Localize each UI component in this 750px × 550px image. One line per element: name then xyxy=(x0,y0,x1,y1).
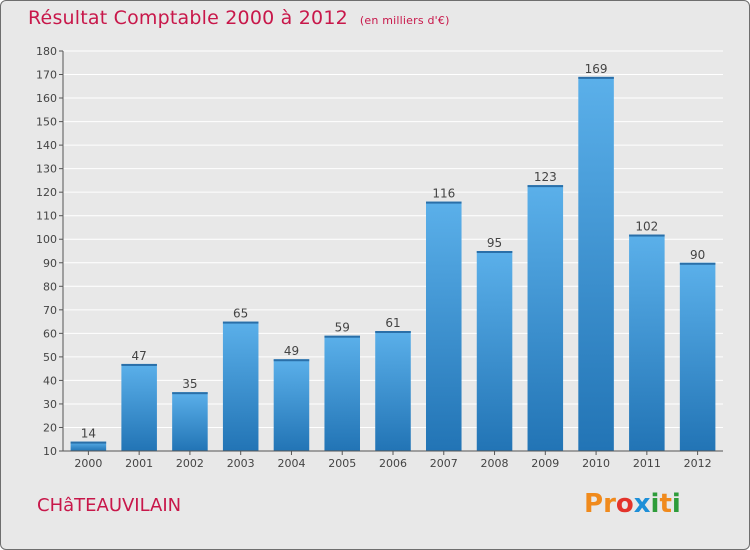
bar-top-edge xyxy=(578,76,614,79)
logo-letter: t xyxy=(659,489,672,519)
bar-2009 xyxy=(527,185,564,451)
y-axis: 10 20 30 40 50 60 70 80 90 100 110 120 130 140 150 160 1… xyxy=(36,45,64,458)
data-label-2008: 95 xyxy=(487,236,502,250)
y-tick-label: 160 xyxy=(36,92,57,105)
bar-top-edge xyxy=(222,321,259,324)
x-tick-label-2008: 2008 xyxy=(481,457,509,470)
chart-title: Résultat Comptable 2000 à 2012 (en millie… xyxy=(28,7,450,29)
y-tick-label: 120 xyxy=(36,186,57,199)
bar-2008 xyxy=(476,251,513,451)
x-tick-label-2007: 2007 xyxy=(430,457,458,470)
bar-top-edge xyxy=(527,185,564,188)
data-label-2009: 123 xyxy=(534,170,557,184)
x-tick-label-2005: 2005 xyxy=(328,457,356,470)
x-tick-label-2004: 2004 xyxy=(277,457,305,470)
bar-top-edge xyxy=(476,251,513,253)
logo-letter: i xyxy=(650,489,660,519)
x-tick-label-2000: 2000 xyxy=(74,457,102,470)
logo-letter: x xyxy=(633,489,651,519)
bar-top-edge xyxy=(375,331,411,333)
place-name: CHâTEAUVILAIN xyxy=(37,495,182,516)
bar-top-edge xyxy=(629,234,665,237)
proxiti-logo: Proxiti xyxy=(584,489,681,519)
data-label-2001: 47 xyxy=(132,349,147,363)
data-label-2010: 169 xyxy=(585,62,608,76)
x-tick-label-2001: 2001 xyxy=(125,457,153,470)
bar-2002 xyxy=(172,392,208,451)
logo-letter: o xyxy=(615,489,634,519)
x-tick-label-2009: 2009 xyxy=(531,457,559,470)
data-label-2003: 65 xyxy=(233,307,248,321)
bar-top-edge xyxy=(679,262,716,265)
y-tick-label: 60 xyxy=(43,327,57,340)
x-tick-label-2002: 2002 xyxy=(176,457,204,470)
bar-top-edge xyxy=(273,359,310,362)
y-tick-label: 10 xyxy=(43,445,57,458)
y-tick-label: 50 xyxy=(43,351,57,364)
y-tick-label: 90 xyxy=(43,257,57,270)
y-tick-label: 70 xyxy=(43,304,57,317)
data-label-2006: 61 xyxy=(385,316,400,330)
data-label-2012: 90 xyxy=(690,248,705,262)
y-tick-label: 140 xyxy=(36,139,57,152)
chart-unit: (en milliers d'€) xyxy=(359,14,450,27)
data-labels: 14 47 35 65 49 59 61 116 95 123 169 102 90 xyxy=(81,62,706,441)
logo-letter: i xyxy=(671,489,681,519)
x-tick-label-2003: 2003 xyxy=(227,457,255,470)
chart-title-text: Résultat Comptable 2000 à 2012 xyxy=(28,7,348,29)
y-tick-label: 150 xyxy=(36,116,57,129)
data-label-2011: 102 xyxy=(635,220,658,234)
y-tick-label: 100 xyxy=(36,233,57,246)
x-axis: 2000 2001 2002 2003 2004 2005 2006 2007 2008 2009… xyxy=(63,450,723,470)
bar-2000 xyxy=(70,441,107,451)
x-tick-label-2006: 2006 xyxy=(379,457,407,470)
logo-letter: P xyxy=(584,489,604,519)
data-label-2000: 14 xyxy=(81,427,96,441)
bar-2003 xyxy=(222,321,259,451)
y-tick-label: 30 xyxy=(43,398,57,411)
x-tick-label-2011: 2011 xyxy=(633,457,661,470)
y-tick-label: 180 xyxy=(36,45,57,58)
bar-top-edge xyxy=(121,363,157,366)
bar-2005 xyxy=(324,335,360,451)
data-label-2007: 116 xyxy=(432,187,455,201)
y-tick-label: 110 xyxy=(36,210,57,223)
bar-top-edge xyxy=(172,392,208,395)
y-tick-label: 40 xyxy=(43,374,57,387)
x-tick-label-2012: 2012 xyxy=(684,457,712,470)
bar-2007 xyxy=(426,201,462,451)
bar-2011 xyxy=(629,234,665,451)
y-tick-label: 130 xyxy=(36,163,57,176)
bar-top-edge xyxy=(426,201,462,204)
bar-top-edge xyxy=(70,441,107,444)
y-tick-label: 170 xyxy=(36,69,57,82)
bar-2001 xyxy=(121,363,157,451)
logo-letter: r xyxy=(603,489,616,519)
bars xyxy=(70,76,716,451)
bar-2004 xyxy=(273,359,310,451)
bar-top-edge xyxy=(324,335,360,338)
data-label-2002: 35 xyxy=(182,377,197,391)
bar-2006 xyxy=(375,331,411,451)
bar-2012 xyxy=(679,262,716,451)
data-label-2004: 49 xyxy=(284,344,299,358)
data-label-2005: 59 xyxy=(335,321,350,335)
bar-2010 xyxy=(578,76,614,451)
x-tick-label-2010: 2010 xyxy=(582,457,610,470)
y-tick-label: 80 xyxy=(43,280,57,293)
y-tick-label: 20 xyxy=(43,421,57,434)
